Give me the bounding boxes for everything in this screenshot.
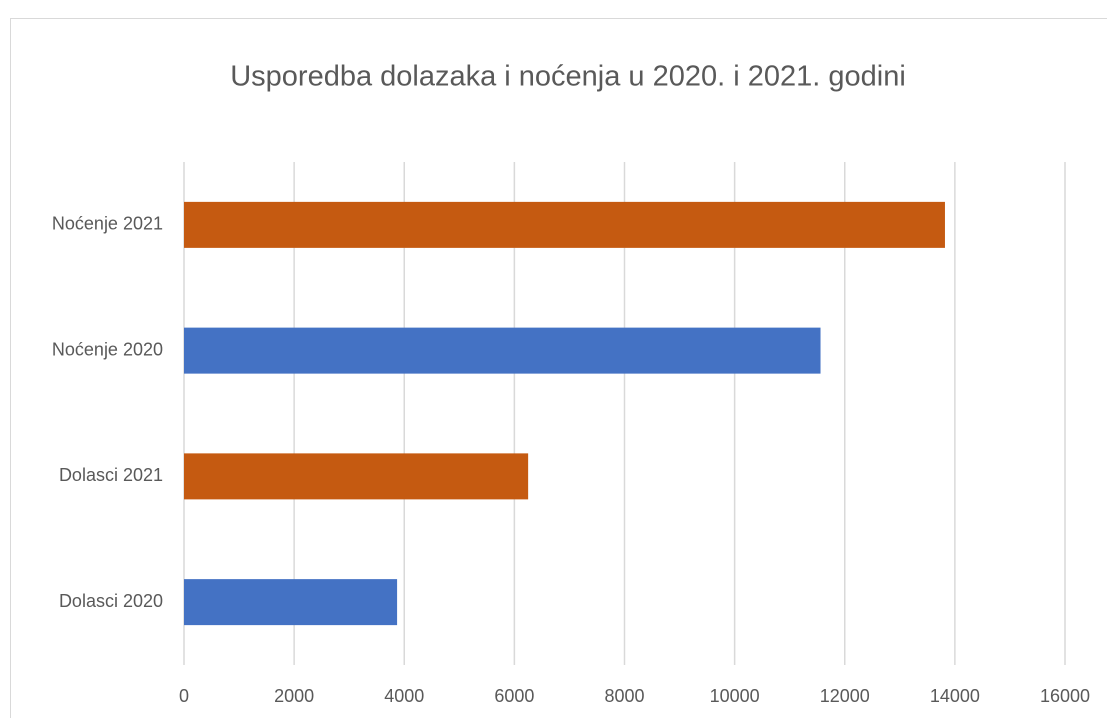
bar [184,327,821,374]
bar [184,201,945,248]
x-tick-label: 10000 [710,686,760,706]
x-tick-label: 14000 [930,686,980,706]
bar [184,453,529,500]
y-tick-label: Noćenje 2021 [52,214,163,234]
bar [184,579,398,626]
x-tick-label: 6000 [494,686,534,706]
x-tick-label: 2000 [274,686,314,706]
x-tick-label: 4000 [384,686,424,706]
x-tick-label: 12000 [820,686,870,706]
x-tick-label: 16000 [1040,686,1090,706]
chart-title: Usporedba dolazaka i noćenja u 2020. i 2… [230,61,906,93]
y-tick-label: Noćenje 2020 [52,339,163,359]
x-tick-label: 0 [179,686,189,706]
y-tick-label: Dolasci 2020 [59,591,163,611]
x-tick-label: 8000 [604,686,644,706]
y-tick-label: Dolasci 2021 [59,465,163,485]
